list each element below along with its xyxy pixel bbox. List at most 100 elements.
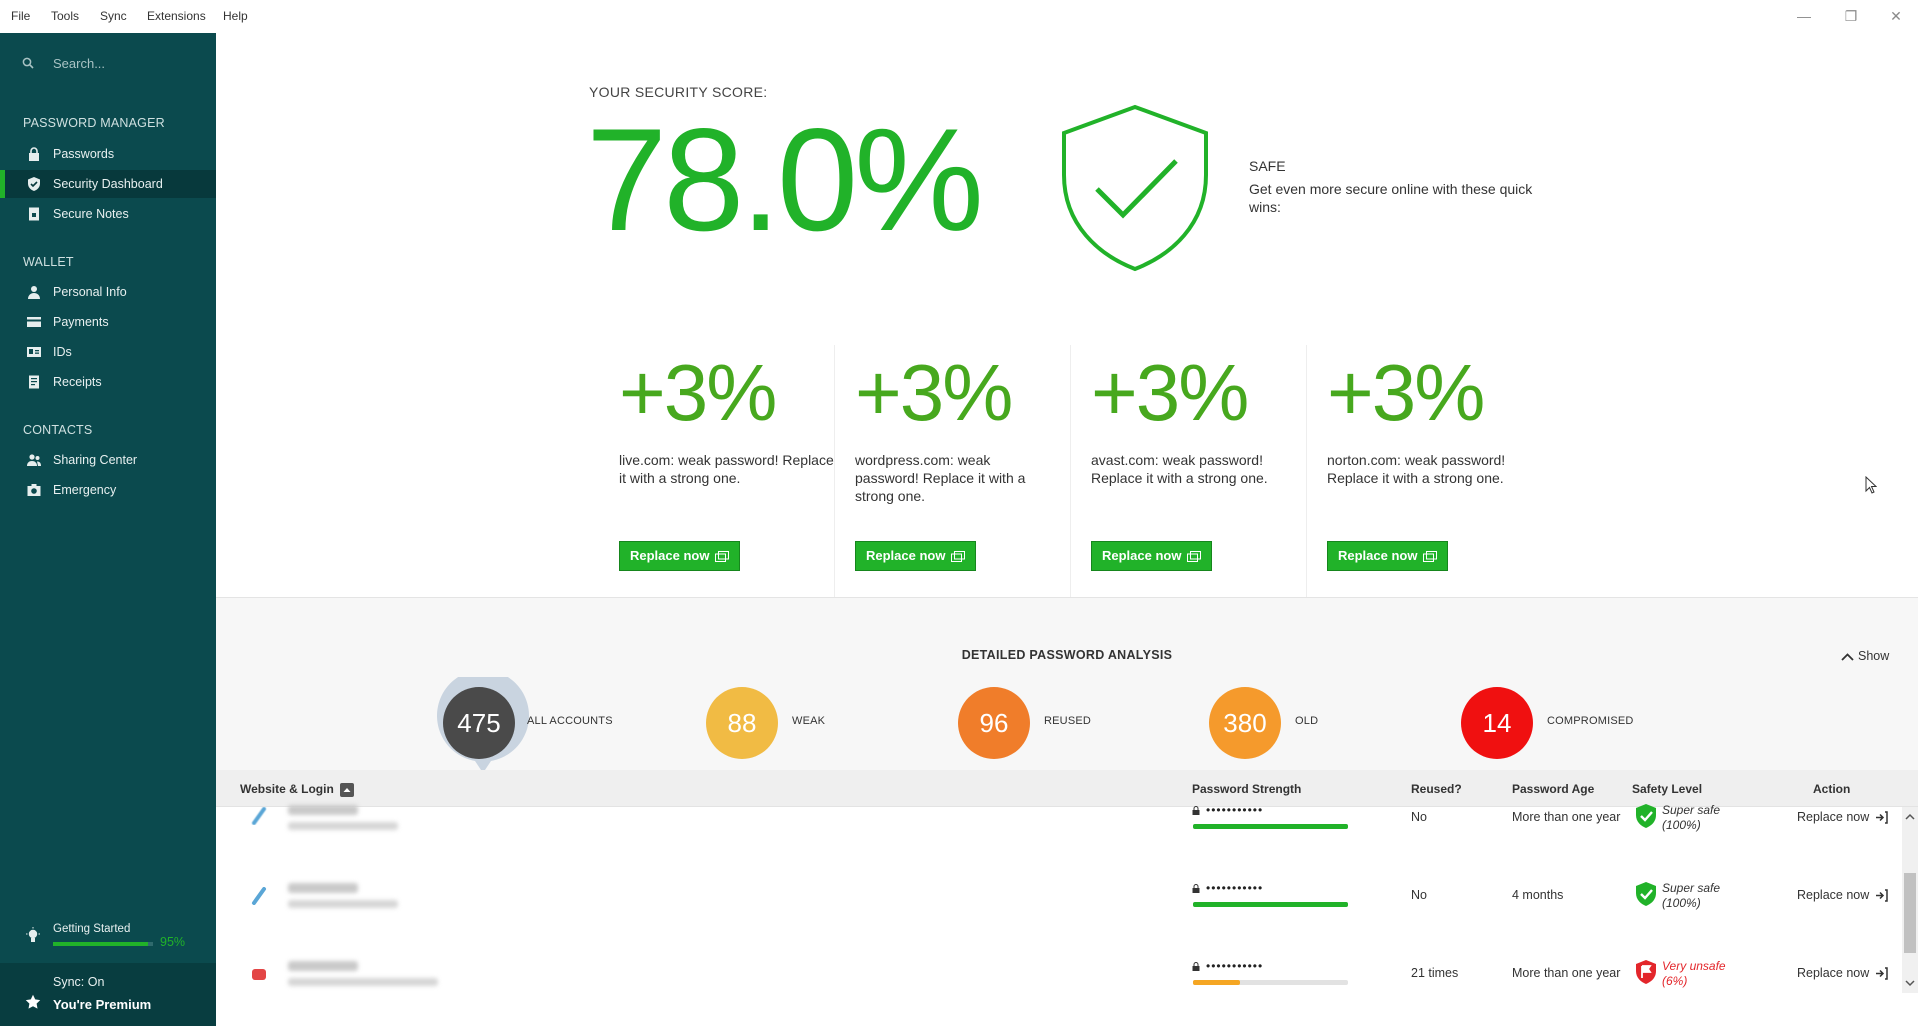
search-placeholder: Search... bbox=[53, 56, 106, 71]
action-label: Replace now bbox=[1797, 888, 1870, 902]
column-safety-level[interactable]: Safety Level bbox=[1632, 782, 1703, 796]
external-window-icon bbox=[1423, 551, 1438, 563]
login-arrow-icon bbox=[1876, 889, 1889, 902]
replace-now-button[interactable]: Replace now bbox=[855, 541, 977, 571]
column-password-strength[interactable]: Password Strength bbox=[1192, 782, 1302, 796]
lock-icon bbox=[29, 147, 39, 161]
column-label: Website & Login bbox=[240, 782, 334, 796]
password-analysis-panel: DETAILED PASSWORD ANALYSIS Show 475 ALL … bbox=[216, 597, 1918, 774]
quick-win-gain: +3% bbox=[1091, 348, 1249, 437]
show-toggle-label: Show bbox=[1858, 649, 1890, 663]
sidebar-item-passwords[interactable]: Passwords bbox=[0, 140, 216, 168]
show-toggle[interactable]: Show bbox=[1841, 649, 1889, 663]
sidebar-item-emergency[interactable]: Emergency bbox=[0, 476, 216, 504]
menu-bar: File Tools Sync Extensions Help — ❐ ✕ bbox=[0, 0, 1918, 33]
mouse-cursor-icon bbox=[1865, 476, 1877, 494]
star-icon bbox=[25, 994, 41, 1009]
column-action: Action bbox=[1813, 782, 1851, 796]
section-contacts: CONTACTS bbox=[23, 423, 93, 437]
sidebar-item-ids[interactable]: IDs bbox=[0, 338, 216, 366]
security-score-label: YOUR SECURITY SCORE: bbox=[589, 84, 768, 100]
quick-win-card: +3% norton.com: weak password! Replace i… bbox=[1327, 348, 1547, 571]
menu-tools[interactable]: Tools bbox=[51, 9, 80, 23]
getting-started-label: Getting Started bbox=[53, 923, 131, 935]
sidebar-item-payments[interactable]: Payments bbox=[0, 308, 216, 336]
quick-win-text: live.com: weak password! Replace it with… bbox=[619, 452, 834, 486]
section-wallet: WALLET bbox=[23, 255, 74, 269]
premium-status: You're Premium bbox=[53, 997, 152, 1012]
login-arrow-icon bbox=[1876, 967, 1889, 980]
stat-circle: 475 bbox=[443, 687, 515, 759]
card-icon bbox=[27, 317, 41, 327]
button-label: Replace now bbox=[1338, 548, 1418, 563]
sidebar-item-label: Personal Info bbox=[53, 285, 127, 299]
emergency-icon bbox=[27, 484, 41, 496]
external-window-icon bbox=[715, 551, 730, 563]
button-label: Replace now bbox=[630, 548, 710, 563]
replace-now-button[interactable]: Replace now bbox=[1091, 541, 1213, 571]
quick-win-gain: +3% bbox=[1327, 348, 1485, 437]
quick-win-card: +3% wordpress.com: weak password! Replac… bbox=[855, 353, 1075, 571]
search-input[interactable]: Search... bbox=[22, 53, 202, 77]
sidebar-item-label: Receipts bbox=[53, 375, 102, 389]
divider bbox=[834, 345, 835, 610]
menu-sync[interactable]: Sync bbox=[100, 9, 127, 23]
quick-win-text: wordpress.com: weak password! Replace it… bbox=[855, 452, 1026, 504]
safe-subtitle: Get even more secure online with these q… bbox=[1249, 181, 1533, 215]
replace-now-button[interactable]: Replace now bbox=[1327, 541, 1449, 571]
sidebar-item-receipts[interactable]: Receipts bbox=[0, 368, 216, 396]
menu-extensions[interactable]: Extensions bbox=[147, 9, 206, 23]
quick-win-card: +3% live.com: weak password! Replace it … bbox=[619, 348, 839, 571]
login-arrow-icon bbox=[1876, 811, 1889, 824]
replace-now-button[interactable]: Replace now bbox=[619, 541, 741, 571]
column-website-login[interactable]: Website & Login bbox=[240, 782, 355, 797]
sidebar-item-secure-notes[interactable]: Secure Notes bbox=[0, 200, 216, 228]
menu-help[interactable]: Help bbox=[223, 9, 248, 23]
safe-status: SAFE bbox=[1249, 158, 1286, 174]
column-reused[interactable]: Reused? bbox=[1411, 782, 1462, 796]
action-label: Replace now bbox=[1797, 966, 1870, 980]
chevron-up-icon bbox=[1841, 652, 1854, 661]
sidebar: Search... PASSWORD MANAGER Passwords Sec… bbox=[0, 33, 216, 1026]
quick-win-text: norton.com: weak password! Replace it wi… bbox=[1327, 452, 1506, 486]
person-icon bbox=[28, 286, 40, 299]
sidebar-item-label: Passwords bbox=[53, 147, 115, 161]
stat-circle: 14 bbox=[1461, 687, 1533, 759]
shield-check-icon bbox=[1062, 104, 1208, 272]
action-label: Replace now bbox=[1797, 810, 1870, 824]
sidebar-item-personal-info[interactable]: Personal Info bbox=[0, 278, 216, 306]
column-password-age[interactable]: Password Age bbox=[1512, 782, 1595, 796]
sidebar-item-label: Secure Notes bbox=[53, 207, 129, 221]
sidebar-item-label: IDs bbox=[53, 345, 72, 359]
divider bbox=[1306, 345, 1307, 610]
replace-now-link[interactable]: Replace now bbox=[1797, 966, 1889, 980]
replace-now-link[interactable]: Replace now bbox=[1797, 888, 1889, 902]
divider bbox=[1070, 345, 1071, 610]
shield-icon bbox=[28, 177, 40, 191]
table-header: Website & Login Password Strength Reused… bbox=[216, 770, 1918, 807]
note-icon bbox=[29, 207, 39, 221]
section-password-manager: PASSWORD MANAGER bbox=[23, 116, 165, 130]
receipt-icon bbox=[29, 375, 39, 389]
external-window-icon bbox=[951, 551, 966, 563]
sidebar-item-label: Payments bbox=[53, 315, 109, 329]
replace-now-link[interactable]: Replace now bbox=[1797, 810, 1889, 824]
stat-label: OLD bbox=[1295, 715, 1319, 727]
menu-file[interactable]: File bbox=[11, 9, 31, 23]
quick-win-card: +3% avast.com: weak password! Replace it… bbox=[1091, 348, 1311, 571]
stat-label: COMPROMISED bbox=[1547, 715, 1634, 727]
sidebar-item-label: Sharing Center bbox=[53, 453, 138, 467]
minimize-button[interactable]: — bbox=[1797, 8, 1811, 24]
getting-started-percent: 95% bbox=[160, 935, 186, 949]
analysis-title: DETAILED PASSWORD ANALYSIS bbox=[961, 648, 1173, 662]
lightbulb-icon bbox=[26, 927, 40, 942]
stat-label: REUSED bbox=[1044, 715, 1092, 727]
sidebar-item-label: Security Dashboard bbox=[53, 177, 163, 191]
restore-button[interactable]: ❐ bbox=[1844, 8, 1858, 24]
quick-win-gain: +3% bbox=[619, 348, 777, 437]
getting-started[interactable]: Getting Started 95% bbox=[0, 913, 216, 973]
close-button[interactable]: ✕ bbox=[1890, 8, 1902, 24]
stat-circle: 88 bbox=[706, 687, 778, 759]
sidebar-item-sharing-center[interactable]: Sharing Center bbox=[0, 446, 216, 474]
sidebar-item-security-dashboard[interactable]: Security Dashboard bbox=[0, 170, 216, 198]
